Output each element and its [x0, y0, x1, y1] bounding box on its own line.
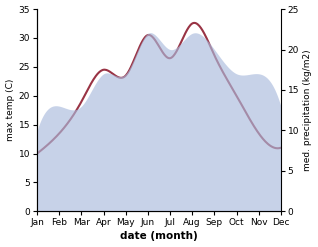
Y-axis label: med. precipitation (kg/m2): med. precipitation (kg/m2)	[303, 49, 313, 171]
X-axis label: date (month): date (month)	[120, 231, 198, 242]
Y-axis label: max temp (C): max temp (C)	[5, 79, 15, 141]
